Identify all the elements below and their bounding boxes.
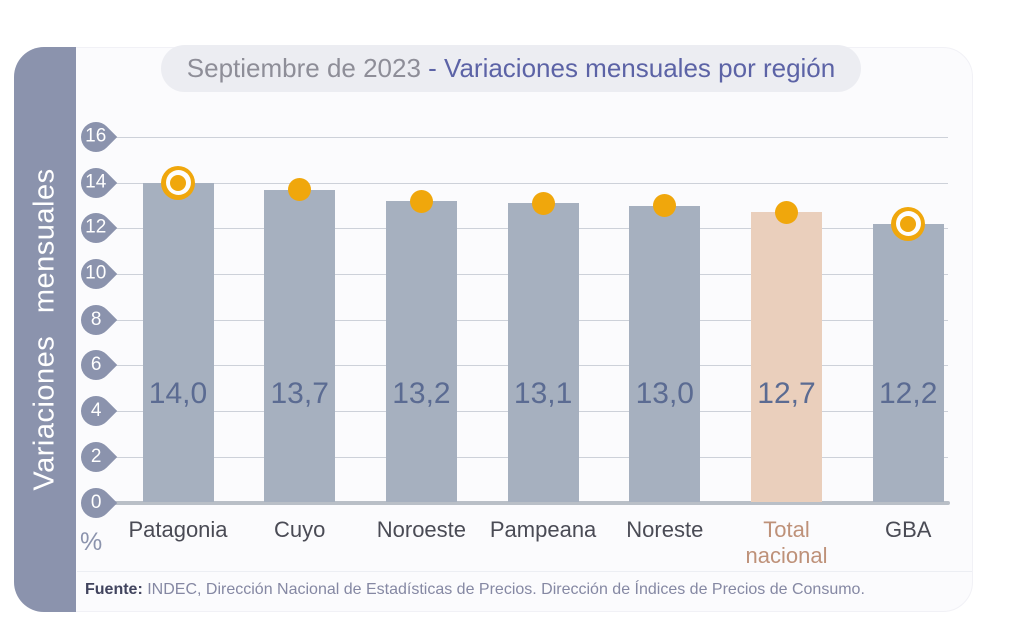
bar: [629, 205, 701, 503]
source-label: Fuente:: [85, 581, 143, 598]
source-text: INDEC, Dirección Nacional de Estadística…: [142, 581, 865, 598]
chart-title-subject: - Variaciones mensuales por región: [428, 53, 836, 83]
chart-title-period: Septiembre de 2023: [186, 53, 429, 83]
y-axis-tick-value: 8: [90, 308, 102, 330]
y-axis-tick-value: 14: [85, 171, 107, 193]
grid-line: [114, 137, 948, 139]
y-axis-tick-value: 12: [85, 217, 107, 239]
bar-value-label: 14,0: [148, 377, 208, 410]
x-axis-category-label: Noreste: [626, 517, 704, 542]
bar: [507, 203, 579, 503]
x-axis-category-label: Patagonia: [128, 517, 228, 542]
y-axis-tick-value: 0: [90, 491, 102, 513]
x-axis-category-label: Pampeana: [489, 517, 597, 542]
data-point-dot-marker: [409, 189, 433, 213]
bar: [872, 223, 944, 503]
x-axis-baseline: [112, 500, 950, 505]
y-axis-tick-value: 6: [90, 354, 102, 376]
data-point-ring-marker: [161, 165, 195, 200]
bar-value-label: 13,7: [270, 377, 329, 410]
x-axis-category-label: Noroeste: [376, 517, 467, 542]
bar: [264, 189, 336, 503]
bar: [385, 201, 457, 503]
y-axis-tick-value: 2: [90, 445, 102, 467]
y-axis-tick-value: 4: [90, 400, 102, 422]
bar-value-label: 13,1: [513, 377, 573, 410]
y-axis-unit-label: %: [80, 528, 103, 556]
chart-title-pill: Septiembre de 2023 - Variaciones mensual…: [161, 45, 861, 92]
y-axis-title: Variaciones mensuales: [28, 168, 61, 491]
bar-value-label: 13,0: [635, 377, 694, 410]
ring-marker-core: [900, 215, 917, 232]
data-point-dot-marker: [288, 178, 312, 202]
ring-marker-core: [170, 174, 186, 191]
grid-line: [114, 182, 948, 184]
y-axis-title-band: Variaciones mensuales: [14, 47, 76, 612]
bar-value-label: 12,2: [878, 377, 938, 410]
data-point-dot-marker: [531, 191, 555, 215]
x-axis-category-label: Total nacional: [745, 517, 828, 568]
footer-divider: [77, 571, 972, 572]
bar-value-label: 12,7: [757, 377, 816, 410]
ring-marker-gap: [165, 170, 191, 196]
bar: [751, 212, 822, 503]
bar-value-label: 13,2: [392, 377, 451, 410]
bar: [142, 182, 214, 503]
y-axis-tick-value: 10: [85, 263, 107, 285]
data-point-ring-marker: [891, 206, 926, 241]
ring-marker-gap: [895, 211, 921, 237]
x-axis-category-label: Cuyo: [274, 517, 326, 542]
y-axis-tick-value: 16: [85, 126, 107, 148]
source-note: Fuente: INDEC, Dirección Nacional de Est…: [85, 581, 965, 599]
x-axis-category-label: GBA: [884, 517, 932, 542]
data-point-dot-marker: [775, 200, 798, 224]
data-point-dot-marker: [653, 194, 677, 218]
